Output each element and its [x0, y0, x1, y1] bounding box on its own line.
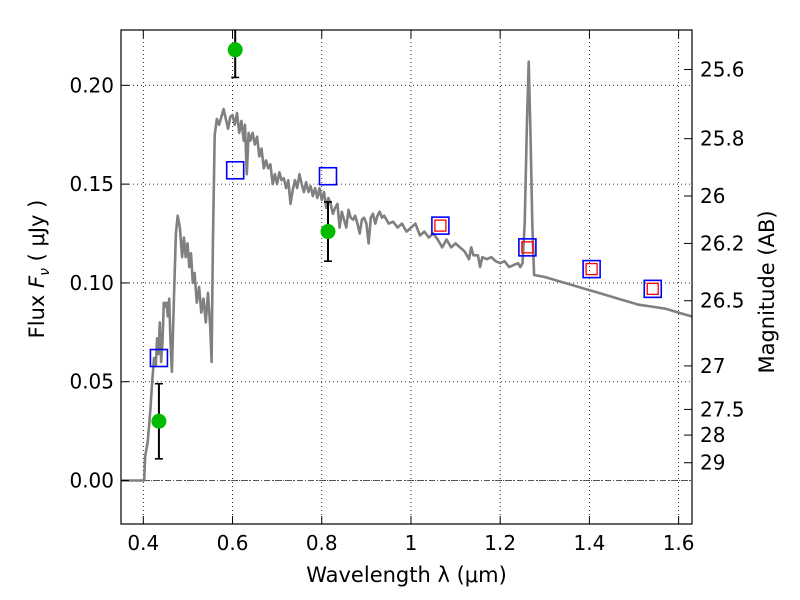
y2-axis-title: Magnitude (AB): [755, 210, 779, 373]
model-photometry-inner-square: [646, 282, 659, 296]
x-tick-label: 0.4: [127, 531, 159, 555]
magnitude-tick-label: 29: [700, 451, 725, 475]
x-tick-label: 1.4: [573, 531, 605, 555]
axis-ticks: 0.4 0.6 0.8 1 1.2 1.4 1.6 0.00 0.05 0.10 0.15 0.20 2…: [69, 30, 745, 555]
model-photometry-square: [643, 279, 663, 299]
magnitude-tick-label: 28: [700, 423, 725, 447]
y-tick-label: 0.15: [69, 172, 114, 196]
magnitude-tick-label: 26.5: [700, 289, 745, 313]
model-photometry-square: [431, 216, 450, 235]
y-axis-title: Flux Fν ( μJy ): [25, 200, 53, 339]
model-photometry-square: [225, 160, 245, 180]
model-photometry-square: [149, 348, 169, 368]
x-tick-label: 1: [405, 531, 418, 555]
y-tick-label: 0.20: [69, 73, 114, 97]
x-tick-label: 1.6: [663, 531, 695, 555]
grid: [121, 30, 692, 524]
y-tick-label: 0.00: [69, 469, 114, 493]
x-tick-label: 1.2: [484, 531, 516, 555]
model-photometry-square: [518, 238, 537, 257]
magnitude-tick-label: 27: [700, 354, 725, 378]
x-axis-title: Wavelength λ (μm): [306, 563, 507, 587]
model-photometry-inner-square: [585, 262, 598, 276]
plot-frame: [120, 29, 693, 525]
model-photometry-inner-square: [521, 241, 534, 254]
magnitude-tick-label: 25.6: [700, 58, 745, 82]
magnitude-tick-label: 25.8: [700, 127, 745, 151]
model-photometry-inner-square: [434, 219, 447, 232]
model-spectrum-line: [121, 60, 693, 482]
model-photometry-square: [582, 259, 601, 279]
observed-point: [227, 42, 243, 58]
magnitude-tick-label: 26.2: [700, 231, 745, 255]
observed-point: [320, 224, 336, 240]
observed-point: [151, 413, 167, 429]
model-photometry-square: [318, 166, 338, 186]
x-tick-label: 0.6: [217, 531, 249, 555]
y-tick-label: 0.05: [69, 370, 114, 394]
x-tick-label: 0.8: [306, 531, 338, 555]
magnitude-tick-label: 26: [700, 184, 725, 208]
magnitude-tick-label: 27.5: [700, 397, 745, 421]
y-tick-label: 0.10: [69, 271, 114, 295]
photometry-marks: [149, 30, 663, 460]
